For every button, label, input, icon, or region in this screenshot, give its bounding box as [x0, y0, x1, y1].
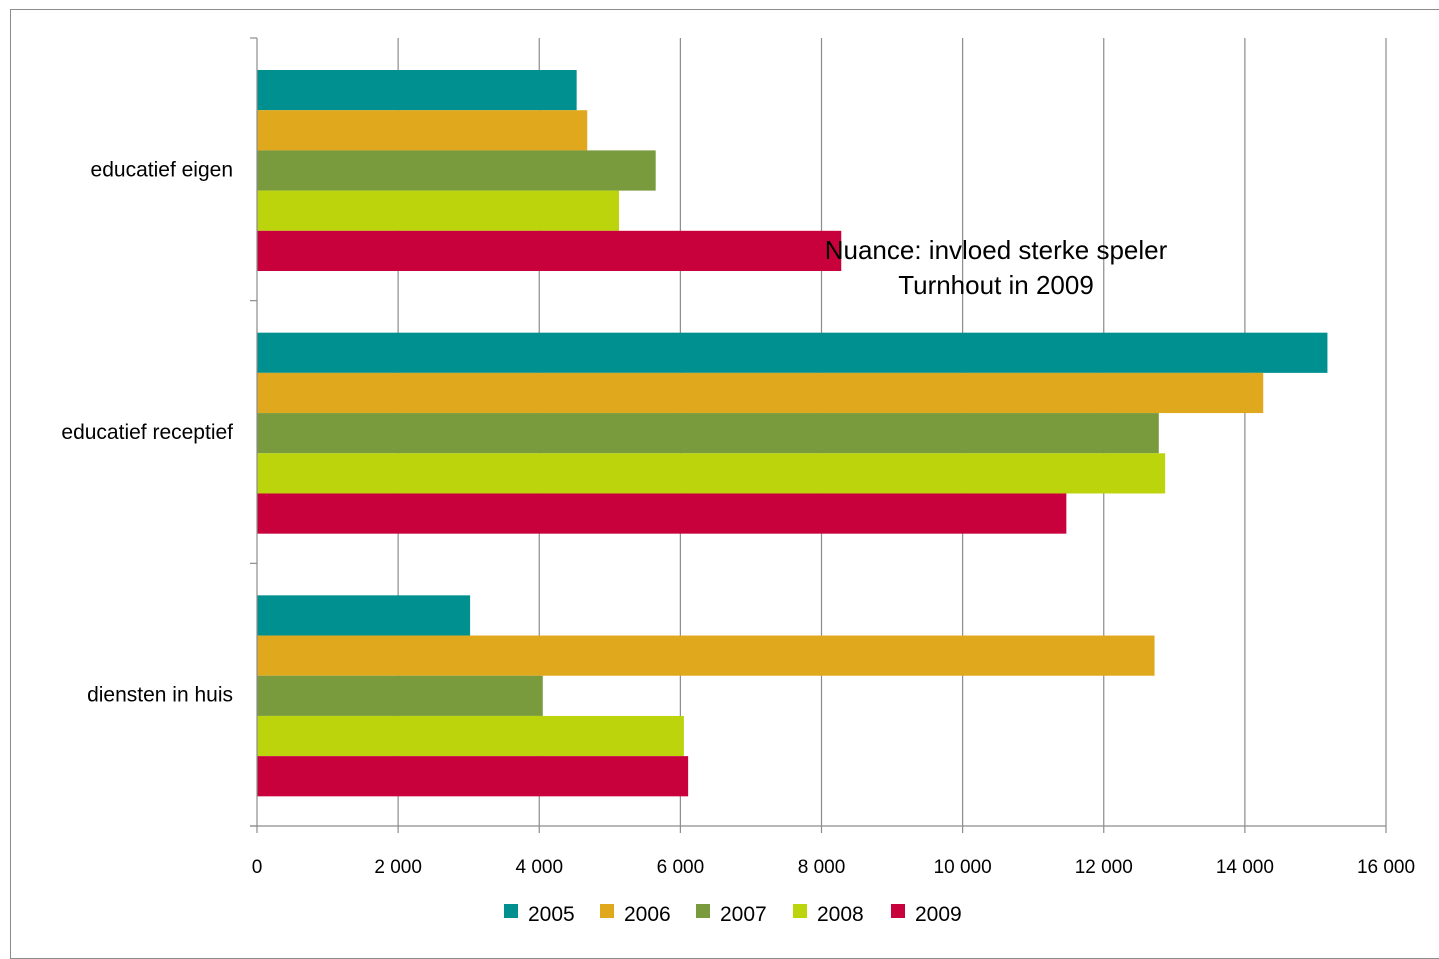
legend-label: 2008 — [817, 903, 864, 926]
bar — [257, 190, 619, 231]
x-tick-label: 2 000 — [374, 857, 422, 878]
annotation-line-2: Turnhout in 2009 — [898, 270, 1094, 300]
legend-label: 2009 — [915, 903, 962, 926]
annotation: Nuance: invloed sterke speler Turnhout i… — [825, 235, 1168, 300]
x-tick-label: 6 000 — [657, 857, 705, 878]
bars — [257, 70, 1328, 797]
legend: 2005 2006 2007 2008 2009 — [504, 903, 962, 926]
x-tick-label: 4 000 — [515, 857, 563, 878]
x-tick-label: 12 000 — [1075, 857, 1133, 878]
bar — [257, 715, 684, 757]
bar — [257, 70, 577, 111]
category-label: diensten in huis — [87, 684, 233, 707]
legend-swatch — [793, 904, 807, 918]
bar — [257, 635, 1155, 676]
x-tick-label: 14 000 — [1216, 857, 1274, 878]
legend-swatch — [891, 904, 905, 918]
bar-chart: 0 2 000 4 000 6 000 8 000 10 000 12 000 14 000 1… — [61, 37, 1415, 926]
category-label: educatief receptief — [61, 421, 233, 444]
bar — [257, 675, 543, 716]
bar — [257, 372, 1264, 414]
bar — [257, 230, 842, 271]
axis-labels: 0 2 000 4 000 6 000 8 000 10 000 12 000 14 000 1… — [61, 158, 1415, 878]
axes — [250, 37, 1387, 833]
annotation-line-1: Nuance: invloed sterke speler — [825, 235, 1168, 265]
x-tick-label: 8 000 — [798, 857, 846, 878]
bar — [257, 150, 656, 191]
x-tick-label: 16 000 — [1357, 857, 1415, 878]
legend-swatch — [696, 904, 710, 918]
bar — [257, 756, 689, 797]
legend-label: 2006 — [624, 903, 671, 926]
bar — [257, 332, 1328, 373]
x-tick-label: 10 000 — [934, 857, 992, 878]
category-label: educatief eigen — [91, 158, 233, 181]
bar — [257, 110, 588, 151]
legend-label: 2007 — [720, 903, 767, 926]
bar — [257, 595, 471, 636]
legend-swatch — [504, 904, 518, 918]
bar — [257, 413, 1159, 454]
legend-label: 2005 — [528, 903, 575, 926]
chart-frame: 0 2 000 4 000 6 000 8 000 10 000 12 000 14 000 1… — [10, 9, 1439, 959]
legend-swatch — [600, 904, 614, 918]
bar — [257, 453, 1166, 494]
bar — [257, 493, 1067, 534]
x-tick-label: 0 — [252, 857, 263, 878]
